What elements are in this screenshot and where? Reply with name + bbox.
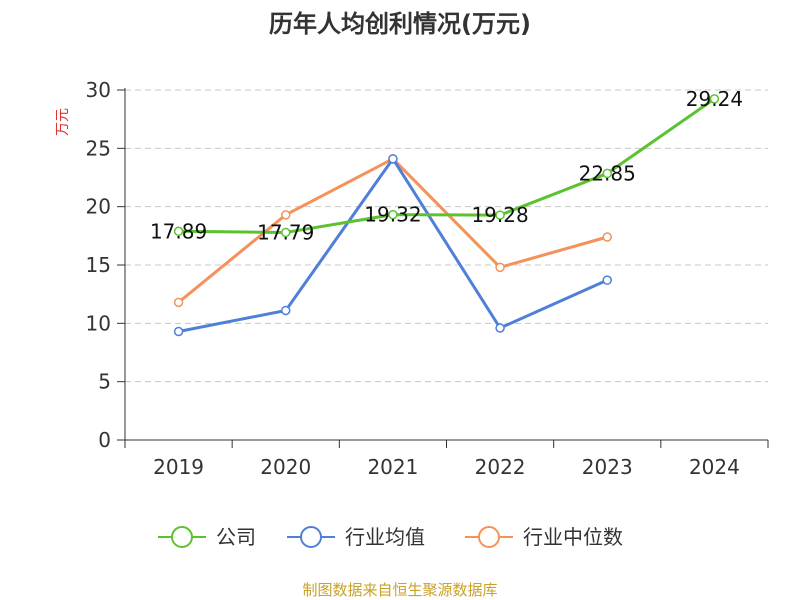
data-point (602, 232, 612, 242)
data-label: 19.28 (471, 203, 528, 227)
y-tick-label: 10 (86, 311, 111, 335)
x-tick-label: 2020 (260, 455, 311, 479)
y-tick-label: 0 (98, 428, 111, 452)
data-point (495, 210, 505, 220)
source-note: 制图数据来自恒生聚源数据库 (302, 581, 497, 599)
legend-marker (300, 526, 322, 548)
gridlines (125, 89, 768, 383)
data-point (173, 297, 184, 308)
data-label: 22.85 (579, 161, 636, 185)
data-label: 17.89 (150, 219, 207, 243)
data-point (388, 154, 398, 164)
data-point (173, 326, 184, 337)
legend-label: 行业均值 (345, 525, 425, 549)
series-line-0 (178, 97, 716, 234)
y-tick-label: 25 (86, 136, 111, 160)
data-point (281, 305, 291, 316)
data-label: 29.24 (686, 87, 743, 111)
data-point (281, 210, 291, 220)
data-point (602, 275, 612, 285)
chart-title: 历年人均创利情况(万元) (269, 10, 531, 38)
y-tick-label: 20 (86, 195, 111, 219)
x-tick-label: 2024 (689, 455, 740, 479)
legend-item[interactable]: 行业中位数 (465, 525, 623, 549)
x-tick-label: 2021 (367, 455, 418, 479)
data-point (495, 323, 505, 333)
data-point (602, 168, 612, 179)
legend-label: 行业中位数 (523, 525, 623, 549)
y-tick-label: 5 (98, 370, 111, 394)
data-point (709, 94, 720, 104)
legend-item[interactable]: 公司 (158, 525, 256, 549)
data-point (173, 226, 184, 237)
legend-item[interactable]: 行业均值 (287, 525, 425, 549)
data-point (495, 262, 505, 273)
legend-marker (171, 526, 193, 548)
x-tick-label: 2022 (475, 455, 526, 479)
legend-label: 公司 (216, 525, 256, 549)
data-label: 17.79 (257, 220, 314, 244)
data-point (388, 209, 398, 220)
data-label: 19.32 (364, 203, 421, 227)
x-tick-label: 2023 (582, 455, 633, 479)
y-tick-label: 30 (86, 78, 111, 102)
axes: 0 5 10 15 20 25 30 2019 2020 2021 2022 2023 2024 (86, 78, 769, 479)
legend-marker (478, 526, 500, 548)
series (173, 94, 720, 337)
x-tick-label: 2019 (153, 455, 204, 479)
data-labels: 17.89 17.79 19.32 19.28 22.85 29.24 (150, 87, 743, 245)
y-axis-label: 万元 (55, 108, 71, 136)
legend[interactable]: 公司 行业均值 行业中位数 (158, 525, 623, 549)
y-tick-label: 15 (86, 253, 111, 277)
data-point (281, 227, 291, 238)
series-line-1 (178, 157, 608, 333)
